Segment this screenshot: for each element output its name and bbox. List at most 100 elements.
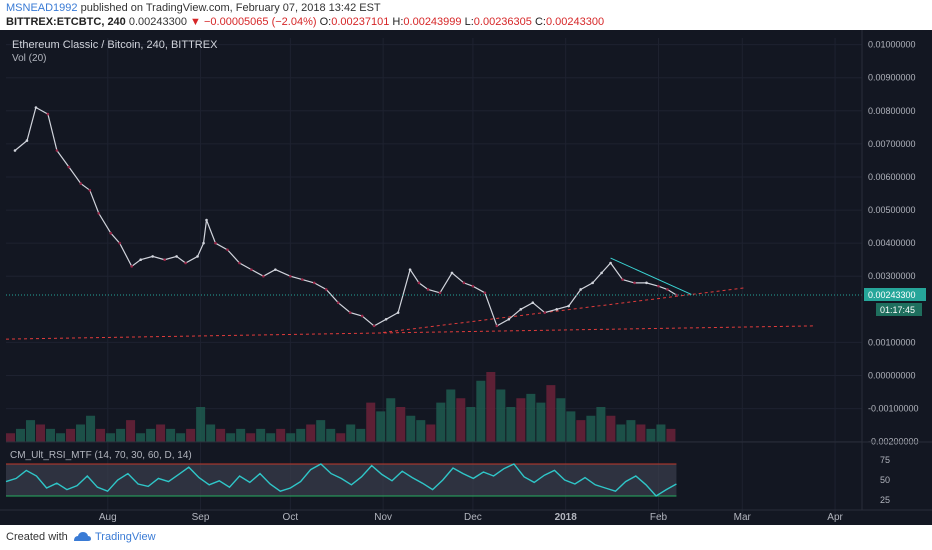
volume-bars [6,372,676,442]
price-point [555,308,559,311]
volume-bar [476,380,486,442]
publish-line: MSNEAD1992 published on TradingView.com,… [6,2,381,14]
price-tag-text: 0.00243300 [868,290,916,300]
trendlines [5,257,815,340]
y-tick-label: 0.00600000 [868,172,916,182]
rsi-tick-label: 25 [880,495,890,505]
countdown-tag [876,303,922,317]
chart-canvas[interactable]: -0.00200000 -0.00100000 0.00000000 0.001000… [0,30,932,525]
price-point [79,182,83,185]
trendline [383,287,746,333]
volume-bar [666,428,676,442]
y-tick-label: -0.00100000 [868,404,919,414]
low-value: 0.00236305 [473,16,532,28]
price-point [438,291,442,295]
trendline [610,257,692,295]
price-point [621,278,624,281]
volume-bar [146,428,156,442]
volume-bar [66,428,76,442]
volume-bar [396,407,406,442]
volume-bar [86,415,96,442]
high-label: H: [392,16,404,28]
price-point [519,308,523,311]
y-tick-label: 0.00100000 [868,337,916,347]
x-tick-label: Apr [827,512,843,523]
volume-bar [506,407,516,442]
author-link[interactable]: MSNEAD1992 [6,2,78,14]
price-point [139,258,142,261]
volume-bar [76,424,86,442]
volume-bar [96,428,106,442]
price-point [666,288,669,291]
volume-bar [136,433,146,442]
x-tick-label: Mar [734,512,752,523]
volume-bar [316,420,326,442]
volume-bar [126,420,136,442]
price-point [312,281,316,285]
price-point [175,255,178,258]
volume-bar [466,407,476,442]
volume-bar [566,411,576,442]
open-value: 0.00237101 [331,16,390,28]
volume-bar [196,407,206,442]
price-point [579,288,582,291]
volume-bar [646,428,656,442]
y-tick-label: 0.00500000 [868,205,916,215]
tradingview-link[interactable]: TradingView [95,531,156,543]
volume-bar [256,428,266,442]
price-point [417,281,421,285]
volume-bar [106,433,116,442]
volume-bar [406,415,416,442]
chart-svg[interactable]: -0.00200000-0.001000000.000000000.001000… [0,30,932,525]
volume-bar [416,420,426,442]
x-tick-label: Dec [464,512,482,523]
volume-bar [276,428,286,442]
y-tick-label: 0.00000000 [868,371,916,381]
price-point [324,288,328,291]
x-tick-label: Nov [374,512,392,523]
price-point [495,324,499,328]
price-point [196,255,199,258]
price-point [336,301,340,305]
y-tick-label: 0.00900000 [868,73,916,83]
price-point [360,314,364,318]
price-point [289,274,292,278]
rsi-line [5,463,677,497]
price-point [507,317,511,321]
close-label: C: [534,16,546,28]
price-point [151,255,154,258]
volume-bar [296,428,306,442]
volume-bar [596,407,606,442]
price-point [109,231,113,235]
price-point [609,261,612,265]
volume-bar [376,411,386,442]
volume-bar [306,424,316,442]
price-change: ▼ −0.00005065 (−2.04%) [190,16,317,28]
price-point [238,261,241,265]
x-tick-label: Sep [192,512,210,523]
volume-bar [426,424,436,442]
countdown-text: 01:17:45 [880,305,915,315]
price-point [471,284,475,288]
price-point [55,149,59,152]
volume-bar [336,433,346,442]
volume-bar [526,393,536,442]
volume-bar [486,372,496,442]
price-point [543,311,547,314]
price-point [34,106,38,109]
price-point [450,271,454,275]
volume-bar [116,428,126,442]
price-point [657,284,660,288]
price-point [214,241,217,245]
price-series [13,106,678,328]
volume-bar [636,424,646,442]
volume-bar [226,433,236,442]
volume-bar [436,402,446,442]
price-point [645,281,648,285]
price-point [675,293,678,297]
volume-bar [16,428,26,442]
price-point [205,218,208,222]
ohlc-line: BITTREX:ETCBTC, 240 0.00243300 ▼ −0.0000… [6,16,604,28]
volume-bar [576,420,586,442]
x-tick-label: Oct [283,512,299,523]
